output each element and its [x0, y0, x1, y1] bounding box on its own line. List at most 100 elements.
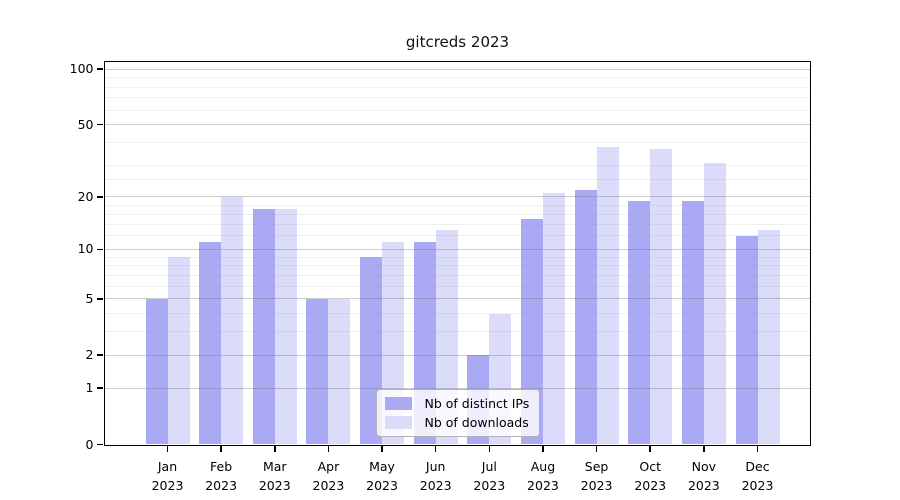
year-label: 2023 [634, 477, 667, 493]
minor-gridline [104, 204, 810, 206]
legend-item-downloads: Nb of downloads [384, 415, 530, 430]
legend-label-distinct-ips: Nb of distinct IPs [424, 395, 530, 411]
minor-gridline [104, 256, 810, 258]
y-axis-tick-label: 100 [69, 61, 94, 77]
minor-gridline [104, 274, 810, 276]
month-label: Mar [262, 458, 287, 474]
x-axis-tick-label: Mar 2023 [245, 457, 305, 495]
bar-dec-ips [735, 235, 758, 445]
minor-gridline [104, 77, 810, 79]
x-axis-tick-label: Feb 2023 [191, 457, 251, 495]
y-axis-tick-label: 5 [85, 290, 94, 306]
bar-dec-downloads [757, 229, 780, 445]
month-label: May [369, 458, 395, 474]
bar-jan-downloads [167, 257, 190, 445]
x-axis-tick-label: Nov 2023 [674, 457, 734, 495]
bar-apr-downloads [328, 298, 351, 445]
x-axis-tick [488, 446, 491, 452]
bar-aug-ips [520, 219, 543, 445]
bar-mar-ips [252, 209, 275, 445]
minor-gridline [104, 179, 810, 181]
x-axis-tick [542, 446, 544, 452]
month-label: Jul [481, 458, 497, 474]
minor-gridline [104, 141, 810, 143]
bar-sep-ips [574, 189, 597, 445]
bar-nov-ips [681, 200, 704, 445]
major-gridline [104, 387, 810, 389]
x-axis-tick-label: Sep 2023 [567, 457, 627, 495]
major-gridline [104, 68, 810, 70]
y-axis-tick-label: 50 [77, 116, 94, 132]
x-axis-tick [703, 446, 705, 452]
x-axis-tick [327, 446, 330, 452]
month-label: Nov [691, 458, 717, 474]
chart-title: gitcreds 2023 [405, 33, 510, 51]
minor-gridline [104, 97, 810, 99]
month-label: Aug [530, 458, 556, 474]
y-axis-tick [96, 298, 103, 300]
y-axis-tick-label: 0 [85, 436, 94, 452]
bar-nov-downloads [703, 162, 726, 445]
legend-swatch-downloads [384, 415, 412, 429]
y-axis-tick [96, 387, 103, 389]
major-gridline [104, 248, 810, 250]
bar-feb-ips [199, 242, 222, 445]
month-label: Oct [639, 458, 662, 474]
year-label: 2023 [473, 477, 506, 493]
y-axis-tick-label: 2 [85, 347, 94, 363]
x-axis-tick-label: Aug 2023 [513, 457, 573, 495]
x-axis-tick-label: Jan 2023 [138, 457, 198, 495]
x-axis-tick [756, 446, 759, 452]
year-label: 2023 [527, 477, 559, 493]
year-label: 2023 [205, 477, 238, 493]
year-label: 2023 [687, 477, 720, 493]
year-label: 2023 [312, 477, 345, 493]
y-axis-tick [96, 68, 103, 70]
month-label: Jan [157, 458, 178, 474]
y-axis-tick-label: 20 [77, 188, 94, 204]
y-axis-tick [96, 354, 103, 356]
year-label: 2023 [366, 477, 398, 493]
plot-area: Nb of distinct IPs Nb of downloads 0 1 2 5 1… [70, 60, 811, 493]
minor-gridline [104, 164, 810, 166]
x-axis-tick [381, 446, 383, 452]
year-label: 2023 [419, 477, 452, 493]
x-axis-tick-label: Dec 2023 [728, 457, 788, 495]
y-axis-tick [96, 123, 103, 126]
y-axis-tick [96, 248, 103, 251]
month-label: Sep [584, 458, 609, 474]
x-axis-tick [649, 446, 651, 452]
bar-apr-ips [306, 298, 329, 445]
x-axis-tick-label: May 2023 [352, 457, 412, 495]
x-axis-tick [166, 446, 169, 452]
bar-mar-downloads [274, 209, 297, 445]
x-axis-tick [274, 446, 276, 452]
x-axis-tick [434, 446, 437, 452]
legend-item-distinct-ips: Nb of distinct IPs [384, 395, 530, 411]
y-axis-tick-label: 10 [77, 241, 94, 257]
year-label: 2023 [258, 477, 291, 493]
minor-gridline [104, 265, 810, 267]
x-axis-tick [220, 446, 222, 452]
year-label: 2023 [151, 477, 184, 493]
x-axis-tick-label: Oct 2023 [620, 457, 680, 495]
x-axis-tick-label: Jul 2023 [459, 457, 519, 495]
y-axis-tick [96, 443, 103, 446]
major-gridline [104, 124, 810, 126]
month-label: Apr [317, 458, 340, 474]
minor-gridline [104, 213, 810, 215]
minor-gridline [104, 331, 810, 333]
x-axis-tick-label: Apr 2023 [298, 457, 358, 495]
month-label: Dec [745, 458, 770, 474]
minor-gridline [104, 285, 810, 287]
month-label: Jun [425, 458, 446, 474]
legend: Nb of distinct IPs Nb of downloads [375, 388, 541, 437]
legend-swatch-distinct-ips [384, 396, 412, 410]
year-label: 2023 [580, 477, 613, 493]
minor-gridline [104, 109, 810, 111]
minor-gridline [104, 235, 810, 237]
bar-oct-downloads [650, 148, 673, 445]
y-axis-tick [96, 196, 103, 198]
x-axis-tick-label: Jun 2023 [406, 457, 466, 495]
x-axis-tick [595, 446, 598, 452]
